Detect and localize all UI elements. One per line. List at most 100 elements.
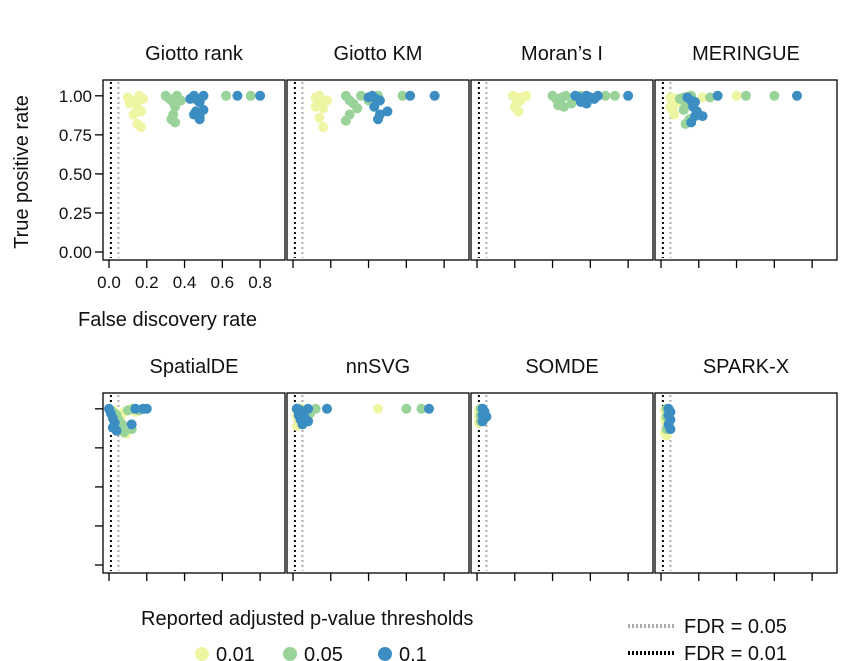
data-point <box>560 90 571 101</box>
y-axis-label: True positive rate <box>11 95 33 249</box>
data-point <box>297 419 308 430</box>
legend-entry-label: 0.05 <box>304 644 343 661</box>
data-point <box>303 403 314 414</box>
data-point <box>609 90 620 101</box>
panel-title: nnSVG <box>346 356 410 378</box>
data-point <box>369 101 380 112</box>
data-point <box>111 425 122 436</box>
data-point <box>318 122 329 133</box>
data-point <box>405 90 416 101</box>
data-point <box>792 90 802 101</box>
data-point <box>322 403 332 414</box>
series-threshold-0-1 <box>663 403 676 435</box>
series-threshold-0-1 <box>185 90 266 125</box>
panel-frame <box>470 79 654 261</box>
x-tick-label: 0.0 <box>97 273 121 292</box>
data-point <box>481 411 492 422</box>
data-point <box>356 90 366 101</box>
data-point <box>769 90 780 101</box>
data-point <box>310 101 321 112</box>
data-point <box>318 103 329 114</box>
panel-grid: Giotto rank 0.0 0.2 0.4 0.6 0.8 0.00 0.25 0.50 0.… <box>59 43 838 581</box>
data-point <box>697 92 708 103</box>
series-threshold-0-1 <box>363 90 440 125</box>
series-threshold-0-1 <box>104 403 152 436</box>
data-point <box>136 106 147 117</box>
panel-spark-x: SPARK-X <box>654 356 838 581</box>
y-tick-label: 1.00 <box>59 87 92 106</box>
panel-frame <box>654 392 838 574</box>
series-threshold-0-01 <box>507 90 532 117</box>
data-point <box>401 403 412 414</box>
legend-entry-0-01: 0.01 <box>195 644 255 661</box>
data-point <box>373 403 383 414</box>
panel-title: Giotto KM <box>334 43 423 65</box>
data-point <box>255 90 266 101</box>
data-point <box>322 95 332 106</box>
y-tick-label: 0.25 <box>59 204 92 223</box>
legend-entry-label: 0.1 <box>399 644 427 661</box>
data-point <box>665 424 676 435</box>
panel-somde: SOMDE <box>470 356 654 581</box>
data-point <box>136 122 147 133</box>
legend-swatch <box>195 647 209 661</box>
data-point <box>198 104 209 115</box>
series-threshold-0-01 <box>310 90 332 133</box>
data-point <box>429 90 440 101</box>
data-point <box>340 115 351 126</box>
panel-title: SPARK-X <box>703 356 789 378</box>
series-threshold-0-1 <box>682 90 802 128</box>
panel-giotto-km: Giotto KM <box>286 43 470 268</box>
panel-meringue: MERINGUE <box>654 43 838 268</box>
data-point <box>741 90 751 101</box>
legend-entry-0-05: 0.05 <box>283 644 343 661</box>
data-point <box>712 90 723 101</box>
legend-swatch <box>378 647 392 661</box>
fdr-005-legend-label: FDR = 0.05 <box>684 616 787 638</box>
data-point <box>623 90 634 101</box>
panel-giotto-rank: Giotto rank 0.0 0.2 0.4 0.6 0.8 0.00 0.25 0.50 0.… <box>59 43 286 292</box>
data-point <box>119 427 130 438</box>
legend: Reported adjusted p-value thresholds 0.0… <box>141 608 473 661</box>
data-point <box>600 90 611 101</box>
panel-frame <box>286 79 470 261</box>
data-point <box>686 117 697 128</box>
reference-line-legend: FDR = 0.05 FDR = 0.01 <box>628 616 787 661</box>
panel-frame <box>102 79 286 261</box>
data-point <box>424 403 434 414</box>
data-point <box>128 109 139 120</box>
panel-frame <box>286 392 470 574</box>
data-point <box>382 106 393 117</box>
data-point <box>558 101 569 112</box>
fdr-001-legend-label: FDR = 0.01 <box>684 643 787 661</box>
data-point <box>397 90 408 101</box>
data-point <box>314 112 325 123</box>
panel-spatialde: SpatialDE <box>95 356 286 581</box>
data-point <box>170 117 181 128</box>
x-tick-label: 0.6 <box>211 273 235 292</box>
legend-entry-label: 0.01 <box>216 644 255 661</box>
panel-frame <box>102 392 286 574</box>
series-threshold-0-1 <box>291 403 434 430</box>
data-point <box>521 90 532 101</box>
y-tick-label: 0.50 <box>59 165 92 184</box>
panel-title: SpatialDE <box>150 356 239 378</box>
x-tick-label: 0.8 <box>248 273 272 292</box>
data-point <box>130 403 141 414</box>
data-point <box>705 92 716 103</box>
legend-title: Reported adjusted p-value thresholds <box>141 608 473 630</box>
data-point <box>245 90 256 101</box>
panel-moran-s-i: Moran’s I <box>470 43 654 268</box>
data-point <box>592 90 603 101</box>
series-threshold-0-01 <box>122 90 148 133</box>
x-tick-label: 0.4 <box>173 273 197 292</box>
panel-frame <box>654 79 838 261</box>
legend-entry-0-1: 0.1 <box>378 644 427 661</box>
panel-title: SOMDE <box>525 356 598 378</box>
series-threshold-0-1 <box>570 90 634 109</box>
y-tick-label: 0.00 <box>59 243 92 262</box>
data-point <box>141 403 152 414</box>
series-threshold-0-1 <box>477 403 492 427</box>
data-point <box>513 106 524 117</box>
